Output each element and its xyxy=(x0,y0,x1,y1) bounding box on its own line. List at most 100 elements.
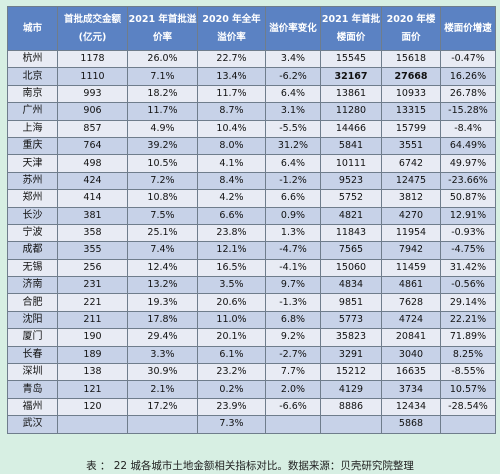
table-cell: 15545 xyxy=(320,49,382,69)
table-cell: 4.9% xyxy=(127,119,198,138)
table-cell: 381 xyxy=(57,206,128,225)
table-cell: 39.2% xyxy=(127,136,198,156)
table-container: 城市 首批成交金额(亿元) 2021 年首批溢价率 2020 年全年溢价率 溢价率变化 2… xyxy=(7,6,496,434)
table-cell xyxy=(440,415,496,434)
column-header: 溢价率变化 xyxy=(265,6,321,51)
table-row: 杭州 1178 26.0% 22.7% 3.4% 15545 15618 -0.47% xyxy=(7,49,496,69)
table-cell: 231 xyxy=(57,276,128,295)
table-cell: 12.1% xyxy=(197,241,266,260)
city-cell: 杭州 xyxy=(7,49,58,69)
table-cell: -4.1% xyxy=(265,258,321,278)
table-cell: 0.2% xyxy=(197,380,266,399)
table-cell: 16635 xyxy=(381,363,441,382)
table-cell: 23.9% xyxy=(197,397,266,417)
table-row: 广州 906 11.7% 8.7% 3.1% 11280 13315 -15.28% xyxy=(7,102,496,121)
table-cell: 3.3% xyxy=(127,345,198,365)
table-cell: 25.1% xyxy=(127,223,198,243)
table-cell: 19.3% xyxy=(127,293,198,312)
table-cell: 121 xyxy=(57,380,128,399)
table-cell: 3.1% xyxy=(265,102,321,121)
table-cell: -28.54% xyxy=(440,397,496,417)
land-data-table: 城市 首批成交金额(亿元) 2021 年首批溢价率 2020 年全年溢价率 溢价率变化 2… xyxy=(7,6,496,434)
table-cell: 15212 xyxy=(320,363,382,382)
table-cell: 6.4% xyxy=(265,84,321,104)
table-cell: 29.4% xyxy=(127,328,198,347)
table-cell: -15.28% xyxy=(440,102,496,121)
table-cell: 23.2% xyxy=(197,363,266,382)
table-cell: 17.2% xyxy=(127,397,198,417)
table-cell: 8886 xyxy=(320,397,382,417)
table-cell xyxy=(320,415,382,434)
table-cell: 993 xyxy=(57,84,128,104)
table-cell: 424 xyxy=(57,171,128,191)
city-cell: 天津 xyxy=(7,154,58,173)
table-cell: 5773 xyxy=(320,310,382,330)
table-cell: 3734 xyxy=(381,380,441,399)
table-cell: 8.25% xyxy=(440,345,496,365)
table-cell: -1.3% xyxy=(265,293,321,312)
city-cell: 北京 xyxy=(7,67,58,86)
table-cell: 221 xyxy=(57,293,128,312)
table-cell: 20841 xyxy=(381,328,441,347)
table-row: 合肥 221 19.3% 20.6% -1.3% 9851 7628 29.14% xyxy=(7,293,496,312)
table-cell: 20.6% xyxy=(197,293,266,312)
table-cell: 7.4% xyxy=(127,241,198,260)
table-cell: 4129 xyxy=(320,380,382,399)
city-cell: 宁波 xyxy=(7,223,58,243)
table-cell: 7.5% xyxy=(127,206,198,225)
header-row: 城市 首批成交金额(亿元) 2021 年首批溢价率 2020 年全年溢价率 溢价率变化 2… xyxy=(7,6,496,51)
table-cell: 6.6% xyxy=(197,206,266,225)
table-cell: 7.7% xyxy=(265,363,321,382)
table-caption: 表 ： 22 城各城市土地金额相关指标对比。数据来源：贝壳研究院整理 xyxy=(86,460,414,472)
table-cell: 906 xyxy=(57,102,128,121)
table-row: 重庆 764 39.2% 8.0% 31.2% 5841 3551 64.49% xyxy=(7,136,496,156)
table-cell: 4.1% xyxy=(197,154,266,173)
table-cell: -0.47% xyxy=(440,49,496,69)
table-cell: 120 xyxy=(57,397,128,417)
table-cell: 4270 xyxy=(381,206,441,225)
table-cell: 8.4% xyxy=(197,171,266,191)
table-cell: 13.4% xyxy=(197,67,266,86)
table-cell: 64.49% xyxy=(440,136,496,156)
table-row: 苏州 424 7.2% 8.4% -1.2% 9523 12475 -23.66% xyxy=(7,171,496,191)
table-cell: 857 xyxy=(57,119,128,138)
table-cell: 6.6% xyxy=(265,189,321,208)
table-cell: 11459 xyxy=(381,258,441,278)
table-cell: 189 xyxy=(57,345,128,365)
table-row: 成都 355 7.4% 12.1% -4.7% 7565 7942 -4.75% xyxy=(7,241,496,260)
table-cell: 4724 xyxy=(381,310,441,330)
table-row: 深圳 138 30.9% 23.2% 7.7% 15212 16635 -8.55% xyxy=(7,363,496,382)
table-cell: -6.2% xyxy=(265,67,321,86)
table-cell xyxy=(127,415,198,434)
city-cell: 长沙 xyxy=(7,206,58,225)
table-cell: 26.0% xyxy=(127,49,198,69)
table-cell: 2.1% xyxy=(127,380,198,399)
table-cell: 12.91% xyxy=(440,206,496,225)
table-row: 厦门 190 29.4% 20.1% 9.2% 35823 20841 71.89% xyxy=(7,328,496,347)
table-row: 宁波 358 25.1% 23.8% 1.3% 11843 11954 -0.93% xyxy=(7,223,496,243)
table-cell: 1178 xyxy=(57,49,128,69)
table-cell: 6.8% xyxy=(265,310,321,330)
table-cell: -8.4% xyxy=(440,119,496,138)
table-cell: 49.97% xyxy=(440,154,496,173)
table-row: 无锡 256 12.4% 16.5% -4.1% 15060 11459 31.42% xyxy=(7,258,496,278)
table-row: 上海 857 4.9% 10.4% -5.5% 14466 15799 -8.4% xyxy=(7,119,496,138)
table-cell: 12434 xyxy=(381,397,441,417)
table-cell: 7.3% xyxy=(197,415,266,434)
table-cell: -0.56% xyxy=(440,276,496,295)
table-cell: 7565 xyxy=(320,241,382,260)
table-cell: 31.42% xyxy=(440,258,496,278)
table-cell: 1.3% xyxy=(265,223,321,243)
table-cell: 9.2% xyxy=(265,328,321,347)
city-cell: 济南 xyxy=(7,276,58,295)
table-cell: 138 xyxy=(57,363,128,382)
table-cell: 7942 xyxy=(381,241,441,260)
table-cell: 35823 xyxy=(320,328,382,347)
table-cell: 1110 xyxy=(57,67,128,86)
table-cell xyxy=(265,415,321,434)
table-cell: 14466 xyxy=(320,119,382,138)
table-cell: 22.7% xyxy=(197,49,266,69)
table-cell: 5841 xyxy=(320,136,382,156)
table-cell: 13861 xyxy=(320,84,382,104)
table-cell: 5752 xyxy=(320,189,382,208)
